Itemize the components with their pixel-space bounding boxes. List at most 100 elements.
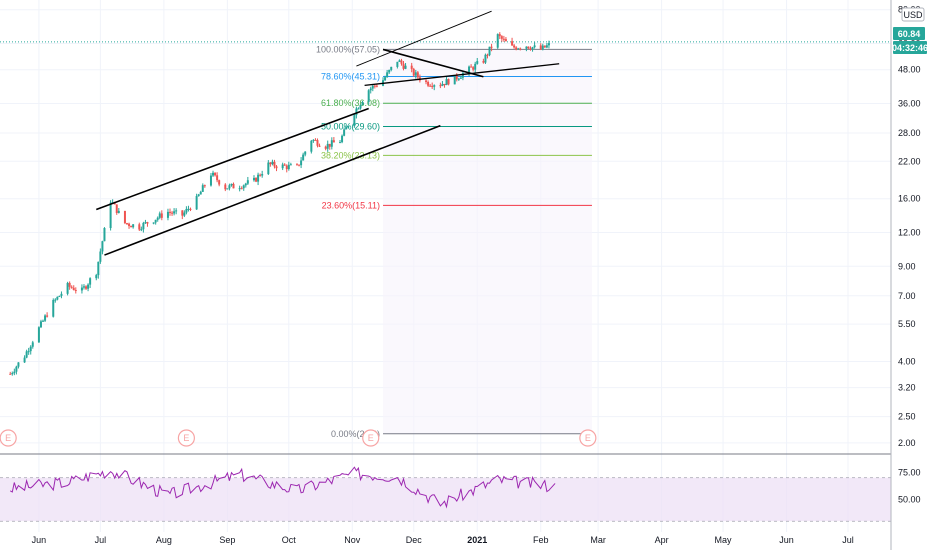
candle <box>287 161 290 171</box>
candle <box>400 58 403 66</box>
candle <box>396 61 399 69</box>
trendlines[interactable] <box>95 10 560 256</box>
candle <box>468 65 471 77</box>
fib-level-label: 23.60%(15.11) <box>322 200 380 210</box>
candle <box>353 114 356 128</box>
candle <box>255 177 258 183</box>
earnings-marker[interactable]: E <box>0 429 17 447</box>
rsi-tick-label: 50.00 <box>898 494 921 504</box>
fibonacci-retracement[interactable]: 100.00%(57.05) 78.60%(45.31) 61.80%(36.08)… <box>316 44 592 439</box>
candle <box>72 285 75 291</box>
candle <box>132 223 135 229</box>
candle <box>39 319 42 329</box>
candle <box>326 140 329 152</box>
trendline[interactable] <box>356 10 492 67</box>
price-tick-label: 3.20 <box>898 383 916 393</box>
price-tick-label: 9.00 <box>898 261 916 271</box>
candle <box>185 206 188 215</box>
candle <box>388 69 391 74</box>
candle <box>369 86 372 94</box>
earnings-letter: E <box>5 433 11 443</box>
candle <box>183 210 186 218</box>
candle <box>496 33 499 49</box>
earnings-marker[interactable]: E <box>579 429 597 447</box>
candle <box>517 47 520 50</box>
trendline[interactable] <box>364 63 560 87</box>
candle <box>31 340 34 349</box>
candle <box>99 248 102 264</box>
trendline[interactable] <box>104 124 441 256</box>
rsi-tick-label: 75.00 <box>898 467 921 477</box>
candle <box>541 43 544 51</box>
candle <box>531 46 534 52</box>
candle <box>445 76 448 86</box>
candle <box>461 70 464 81</box>
currency-label: USD <box>903 10 923 20</box>
time-label: 2021 <box>467 535 487 545</box>
candle <box>502 35 505 42</box>
candle <box>103 227 106 242</box>
earnings-letter: E <box>585 433 591 443</box>
earnings-marker[interactable]: E <box>362 429 380 447</box>
candle <box>144 219 147 224</box>
candle <box>488 46 491 57</box>
candle <box>224 183 227 192</box>
candle <box>429 83 432 87</box>
candle <box>482 58 485 64</box>
candle <box>269 162 272 167</box>
trendline[interactable] <box>382 48 484 78</box>
candle <box>402 60 405 71</box>
candle <box>158 211 161 220</box>
candle <box>390 66 393 72</box>
rsi-line <box>9 466 556 509</box>
candle <box>425 79 428 85</box>
candle <box>513 43 516 49</box>
price-tick-label: 48.00 <box>898 65 921 75</box>
rsi-axis[interactable]: 75.00 50.00 <box>898 467 921 504</box>
candle <box>302 152 305 161</box>
trendline[interactable] <box>95 107 369 211</box>
candle <box>27 347 30 355</box>
candle <box>484 53 487 64</box>
candle <box>154 219 157 225</box>
earnings-marker[interactable]: E <box>177 429 195 447</box>
candle <box>252 175 255 182</box>
candle <box>160 210 163 221</box>
candle <box>543 45 546 48</box>
rsi-band <box>0 477 891 522</box>
candle <box>472 66 475 72</box>
candle <box>17 362 20 369</box>
candle <box>246 176 249 186</box>
candle <box>539 43 542 51</box>
time-label: Jun <box>779 535 794 545</box>
candle <box>216 172 219 183</box>
candle <box>166 208 169 221</box>
candle <box>275 165 278 172</box>
candle <box>296 163 298 166</box>
time-axis[interactable]: Jun Jul Aug Sep Oct Nov Dec 2021 Feb Mar Apr May Jun… <box>32 535 854 545</box>
fib-level-label: 0.00%(2.16) <box>331 429 380 439</box>
fib-level-label: 78.60%(45.31) <box>321 71 380 81</box>
candle <box>504 37 507 42</box>
candle <box>197 193 200 197</box>
currency-badge[interactable]: USD <box>901 7 925 22</box>
candle <box>529 46 532 51</box>
candle <box>23 355 26 363</box>
time-label: Sep <box>219 535 235 545</box>
candle <box>527 46 530 49</box>
fib-level-label: 100.00%(57.05) <box>316 44 380 54</box>
candle <box>316 138 319 148</box>
time-label: Jul <box>842 535 854 545</box>
candle <box>66 281 69 296</box>
candle <box>201 183 204 193</box>
candle <box>9 371 12 375</box>
candle <box>175 208 178 215</box>
candle <box>123 210 126 225</box>
candle <box>128 222 131 229</box>
price-axis[interactable]: 80.0060.0048.0036.0028.0022.0016.0012.00… <box>898 5 921 448</box>
time-label: Apr <box>655 535 669 545</box>
earnings-letter: E <box>368 433 374 443</box>
candle <box>414 69 417 79</box>
